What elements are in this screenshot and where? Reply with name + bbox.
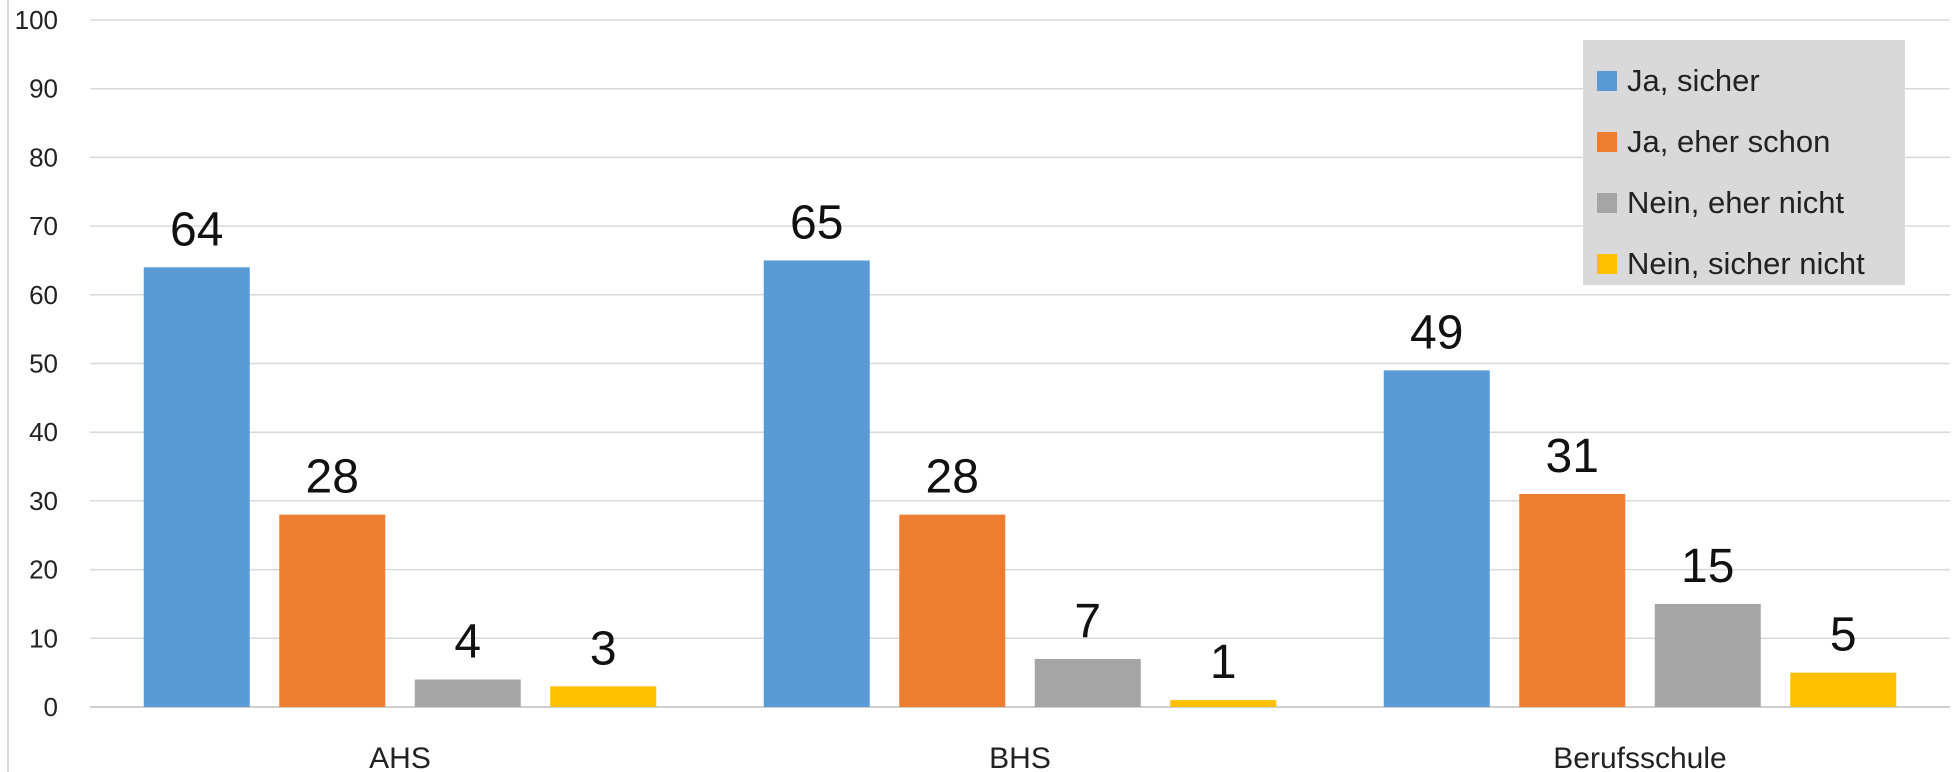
- data-label: 1: [1210, 636, 1237, 689]
- data-label: 64: [170, 203, 223, 256]
- legend-item: Ja, eher schon: [1597, 111, 1891, 172]
- legend-label: Nein, sicher nicht: [1627, 245, 1865, 281]
- y-tick-label: 70: [29, 211, 58, 241]
- y-tick-label: 40: [29, 417, 58, 447]
- data-label: 28: [926, 451, 979, 504]
- legend-label: Ja, eher schon: [1627, 123, 1831, 159]
- y-tick-label: 0: [44, 692, 58, 722]
- bar: [1519, 494, 1626, 707]
- bar: [143, 267, 250, 707]
- data-label: 28: [306, 451, 359, 504]
- y-tick-label: 100: [15, 5, 58, 35]
- x-category-label: AHS: [369, 742, 431, 772]
- legend-label: Nein, eher nicht: [1627, 184, 1845, 220]
- bar: [550, 686, 657, 707]
- data-label: 65: [790, 196, 843, 249]
- y-tick-label: 80: [29, 142, 58, 172]
- y-tick-label: 20: [29, 555, 58, 585]
- data-label: 49: [1410, 306, 1463, 359]
- y-tick-label: 10: [29, 623, 58, 653]
- legend-swatch: [1597, 70, 1617, 91]
- legend-swatch: [1597, 131, 1617, 152]
- bar: [1170, 700, 1277, 707]
- bar: [414, 679, 521, 707]
- data-label: 5: [1830, 609, 1857, 662]
- x-axis-categories: AHS BHS Berufsschule: [369, 742, 1727, 772]
- bars: [143, 260, 1897, 707]
- data-label: 4: [454, 616, 481, 669]
- data-label: 7: [1074, 595, 1101, 648]
- y-tick-label: 90: [29, 74, 58, 104]
- bar: [899, 514, 1006, 707]
- y-tick-label: 60: [29, 280, 58, 310]
- data-label: 15: [1681, 540, 1734, 593]
- bar: [1654, 603, 1761, 707]
- legend-label: Ja, sicher: [1627, 62, 1760, 98]
- y-tick-label: 50: [29, 349, 58, 379]
- legend-item: Ja, sicher: [1597, 50, 1891, 111]
- x-category-label: BHS: [989, 742, 1051, 772]
- bar: [763, 260, 870, 707]
- bar: [1790, 672, 1897, 707]
- x-category-label: Berufsschule: [1553, 742, 1726, 772]
- bar: [279, 514, 386, 707]
- y-tick-label: 30: [29, 486, 58, 516]
- legend-item: Nein, eher nicht: [1597, 172, 1891, 233]
- data-label: 31: [1546, 430, 1599, 483]
- legend-swatch: [1597, 253, 1617, 274]
- data-label: 3: [590, 622, 617, 675]
- data-labels: 64 28 4 3 65 28 7 1 49 31 15 5: [170, 196, 1857, 689]
- legend-swatch: [1597, 192, 1617, 213]
- legend-item: Nein, sicher nicht: [1597, 233, 1891, 294]
- bar: [1383, 370, 1490, 707]
- y-axis-ticks: 0 10 20 30 40 50 60 70 80 90 100: [15, 5, 58, 722]
- legend: Ja, sicher Ja, eher schon Nein, eher nic…: [1583, 40, 1905, 285]
- bar: [1034, 658, 1141, 707]
